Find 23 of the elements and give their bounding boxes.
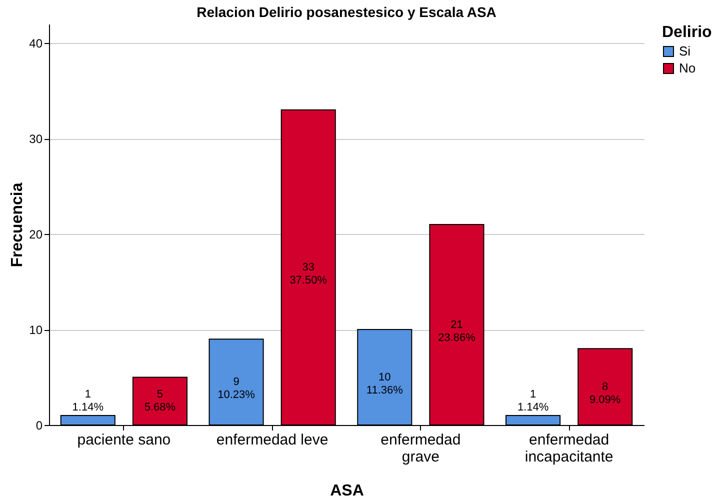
- legend-label: Si: [679, 44, 691, 58]
- y-tick-label: 40: [29, 36, 43, 51]
- data-label: 1 1.14%: [517, 388, 549, 414]
- data-label: 5 5.68%: [144, 388, 176, 414]
- data-label: 9 10.23%: [218, 376, 256, 402]
- y-tick-label: 20: [29, 228, 43, 242]
- chart-title: Relacion Delirio posanestesico y Escala ASA: [196, 4, 496, 20]
- y-axis-title: Frecuencia: [9, 182, 26, 268]
- data-label: 10 11.36%: [366, 371, 404, 396]
- y-tick-label: 30: [29, 132, 43, 146]
- data-label: 8 9.09%: [590, 380, 621, 406]
- y-tick-label: 0: [36, 418, 43, 432]
- x-tick-label: paciente sano: [77, 432, 171, 448]
- x-tick-label: enfermedad leve: [216, 432, 328, 448]
- data-label: 21 23.86%: [438, 318, 476, 344]
- x-tick-label: enfermedad incapacitante: [524, 432, 614, 466]
- data-label: 1 1.14%: [72, 388, 104, 414]
- data-label: 33 37.50%: [290, 261, 328, 286]
- x-tick-label: enfermedad grave: [380, 432, 461, 466]
- y-tick-label: 10: [29, 323, 43, 338]
- legend-title: Delirio: [662, 24, 712, 41]
- legend-label: No: [679, 60, 696, 76]
- x-axis-title: ASA: [330, 482, 364, 500]
